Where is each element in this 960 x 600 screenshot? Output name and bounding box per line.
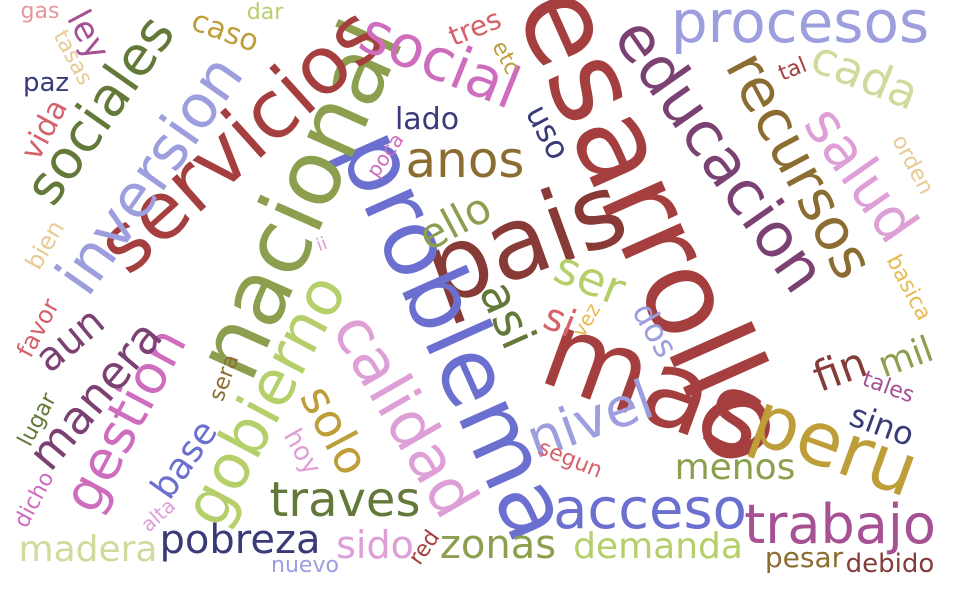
word-debido: debido <box>845 549 935 579</box>
word-pobreza: pobreza <box>159 517 321 563</box>
word-basica: basica <box>880 250 937 325</box>
word-madera: madera <box>18 529 158 570</box>
word-dar: dar <box>246 0 284 25</box>
word-traves: traves <box>269 472 421 528</box>
word-paz: paz <box>22 68 70 98</box>
word-trabajo: trabajo <box>744 493 936 556</box>
word-menos: menos <box>674 447 796 488</box>
word-dicho: dicho <box>9 467 60 532</box>
word-sido: sido <box>336 523 414 567</box>
word-nuevo: nuevo <box>271 553 339 578</box>
word-gas: gas <box>20 0 60 24</box>
word-lado: lado <box>394 102 460 137</box>
word-acceso: acceso <box>553 477 747 542</box>
word-zonas: zonas <box>439 522 557 568</box>
word-procesos: procesos <box>670 0 930 56</box>
word-anos: anos <box>405 131 525 189</box>
word-demanda: demanda <box>573 526 743 567</box>
word-pesar: pesar <box>764 541 844 574</box>
